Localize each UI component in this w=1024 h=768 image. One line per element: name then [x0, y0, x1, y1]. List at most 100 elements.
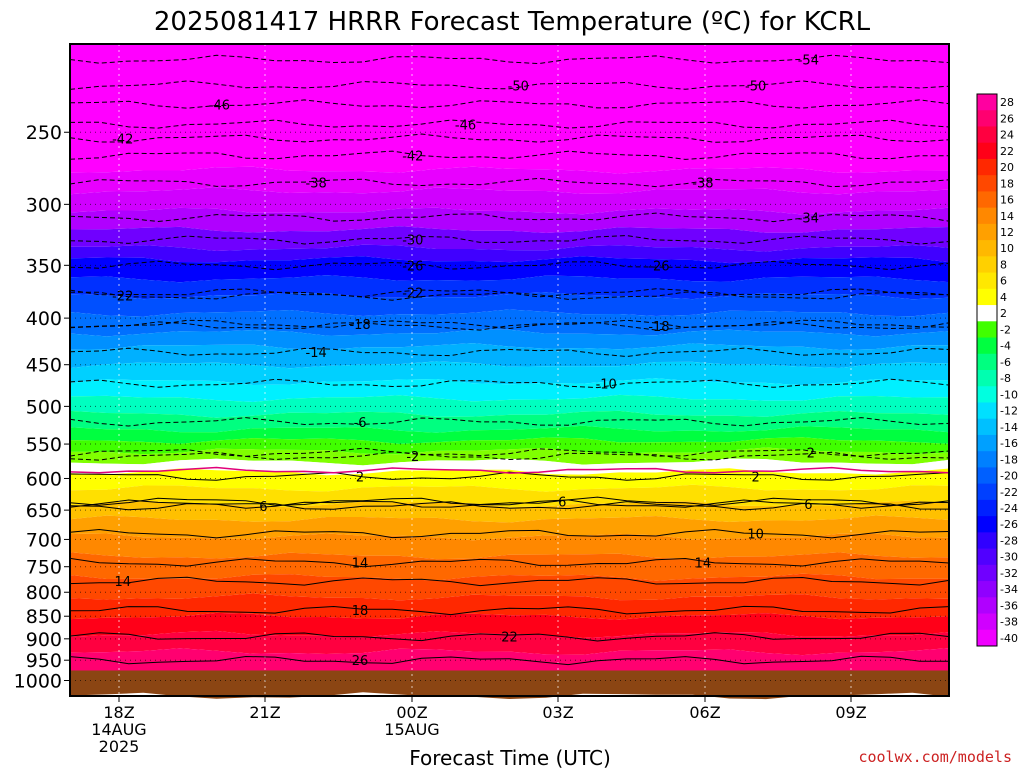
contour-line — [69, 557, 950, 568]
colorbar-label: -20 — [1000, 470, 1018, 483]
temperature-band — [70, 244, 949, 264]
colorbar-label: 20 — [1000, 161, 1014, 174]
contour-label: -14 — [306, 346, 327, 361]
contour-line — [69, 451, 950, 461]
x-tick-label: 21Z — [249, 703, 280, 722]
colorbar-label: 6 — [1000, 275, 1007, 288]
colorbar-swatch — [977, 175, 997, 192]
contour-line — [69, 471, 950, 481]
colorbar-label: -10 — [1000, 388, 1018, 401]
temperature-band — [70, 343, 949, 369]
contour-line — [69, 417, 950, 427]
contour-label: -34 — [798, 211, 819, 226]
contour-line — [69, 260, 950, 271]
contour-label: -38 — [306, 177, 327, 192]
contour-label: -26 — [402, 259, 423, 274]
temperature-band — [70, 630, 949, 656]
colorbar-swatch — [977, 305, 997, 322]
contour-line — [69, 235, 950, 245]
colorbar-swatch — [977, 434, 997, 452]
y-tick-label: 550 — [26, 434, 62, 456]
x-tick-label: 00Z — [396, 703, 427, 722]
colorbar-swatch — [977, 240, 997, 257]
colorbar-label: -4 — [1000, 340, 1011, 353]
y-tick-label: 250 — [26, 122, 62, 144]
contour-label: -54 — [798, 54, 819, 69]
colorbar-label: -24 — [1000, 502, 1018, 515]
colorbar-label: -12 — [1000, 405, 1018, 418]
temperature-band — [70, 500, 949, 523]
colorbar-label: -2 — [1000, 323, 1011, 336]
contour-label: -50 — [508, 79, 529, 94]
colorbar-swatch — [977, 94, 997, 111]
x-tick-label: 03Z — [542, 703, 573, 722]
plot-area: -54-50 -50-46-46-42-42-38 -38-34-30-26 -26-… — [69, 43, 950, 700]
colorbar-label: -36 — [1000, 599, 1018, 612]
y-tick-label: 950 — [26, 650, 62, 672]
temperature-band — [70, 275, 949, 300]
temperature-band — [70, 187, 949, 215]
contour-line — [69, 177, 950, 188]
y-tick-label: 650 — [26, 500, 62, 522]
contour-label: 18 — [352, 604, 369, 619]
temperature-band — [70, 329, 949, 350]
y-tick-label: 450 — [26, 355, 62, 377]
y-tick-label: 400 — [26, 308, 62, 330]
x-tick-label: 18Z — [103, 703, 134, 722]
contour-line — [69, 655, 950, 666]
contour-label: -46 — [209, 98, 230, 113]
colorbar-swatch — [977, 191, 997, 209]
colorbar-swatch — [977, 337, 997, 355]
colorbar-label: -40 — [1000, 632, 1018, 645]
temperature-band — [70, 593, 949, 620]
contour-line — [69, 378, 950, 389]
contour-label: 22 — [501, 631, 518, 646]
temperature-band — [70, 612, 949, 638]
contour-label: 6 — [804, 498, 812, 513]
contour-line — [69, 99, 950, 109]
contour-line — [69, 321, 950, 331]
contour-line — [69, 319, 950, 330]
contour-label: 14 — [114, 575, 131, 590]
colorbar-swatch — [977, 483, 997, 501]
colorbar-swatch — [977, 288, 997, 306]
contour-line — [69, 119, 950, 129]
colorbar-swatch — [977, 223, 997, 241]
contour-line — [69, 347, 950, 358]
colorbar-label: 10 — [1000, 242, 1014, 255]
colorbar-swatch — [977, 142, 997, 160]
colorbar-label: 26 — [1000, 112, 1014, 125]
x-axis-label: Forecast Time (UTC) — [409, 746, 611, 768]
y-tick-label: 600 — [26, 468, 62, 490]
contour-label: -26 — [648, 259, 669, 274]
colorbar-label: 12 — [1000, 226, 1014, 239]
contour-label: -10 — [596, 378, 617, 393]
colorbar-swatch — [977, 451, 997, 468]
colorbar-swatch — [977, 467, 997, 485]
colorbar-label: -34 — [1000, 583, 1018, 596]
colorbar-swatch — [977, 386, 997, 403]
contour-label: 14 — [695, 556, 712, 571]
contour-label: -22 — [402, 287, 423, 302]
temperature-band — [70, 573, 949, 601]
colorbar-label: -26 — [1000, 518, 1018, 531]
contour-line — [69, 150, 949, 160]
colorbar-swatch — [977, 126, 997, 144]
colorbar-label: 14 — [1000, 210, 1014, 223]
y-tick-label: 750 — [26, 557, 62, 579]
colorbar-swatch — [977, 516, 997, 533]
colorbar-label: 2 — [1000, 307, 1007, 320]
colorbar-swatch — [977, 207, 997, 225]
y-tick-label: 350 — [26, 255, 62, 277]
temperature-band — [70, 361, 949, 386]
colorbar-swatch — [977, 256, 997, 274]
temperature-band — [70, 670, 949, 700]
credit-text[interactable]: coolwx.com/models — [858, 748, 1012, 766]
colorbar-legend: 28 26 24 22 20 18 16 14 12 10 8 6 4 2 -2 -4 -6 -8 -10 -12 -1… — [976, 93, 1018, 647]
contour-label: -6 — [354, 416, 367, 431]
x-tick-label: 09Z — [835, 703, 866, 722]
contour-label: -42 — [402, 149, 423, 164]
contour-label: -30 — [402, 234, 423, 249]
colorbar-label: 18 — [1000, 177, 1014, 190]
